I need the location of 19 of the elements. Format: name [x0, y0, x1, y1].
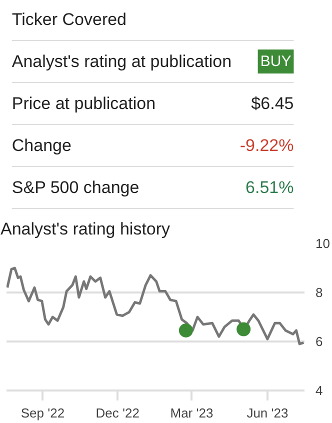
category-label: S&P 500 change [12, 178, 140, 197]
y-tick-label: 6 [316, 334, 323, 349]
category-label: Change [12, 136, 72, 155]
x-tick-label: Dec '22 [96, 406, 140, 420]
text: BUY [260, 53, 292, 70]
text: 6.51% [246, 178, 294, 197]
y-tick-label: 10 [316, 236, 330, 251]
text: -9.22% [240, 136, 294, 155]
chart-title: Analyst's rating history [0, 220, 171, 238]
y-tick-label: 4 [316, 383, 323, 398]
y-tick-label: 8 [316, 285, 323, 300]
x-tick-label: Sep '22 [20, 406, 65, 420]
category-label: Ticker Covered [12, 10, 127, 29]
category-label: Analyst's rating at publication [12, 52, 232, 71]
x-tick-label: Jun '23 [246, 406, 288, 420]
x-tick-label: Mar '23 [170, 406, 214, 420]
text: $6.45 [251, 94, 294, 113]
category-label: Price at publication [12, 94, 156, 113]
line-series [6, 266, 304, 346]
